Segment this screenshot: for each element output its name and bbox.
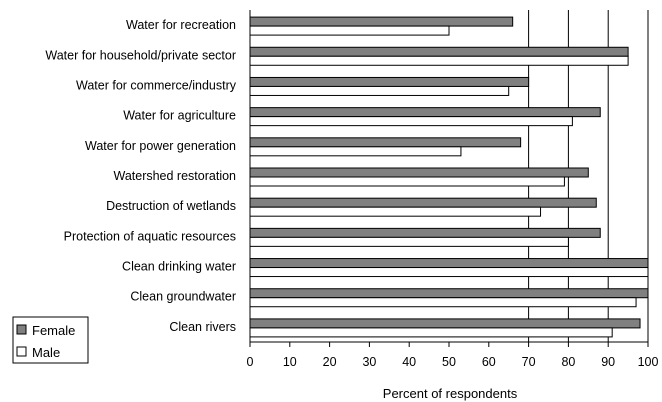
x-tick-label-60: 60 — [482, 355, 496, 369]
bar-female-2 — [249, 76, 530, 87]
bar-female-6 — [249, 197, 597, 208]
x-tick-label-90: 90 — [601, 355, 615, 369]
bar-female-5 — [249, 167, 589, 178]
x-axis — [249, 10, 649, 347]
x-tick-label-0: 0 — [247, 355, 254, 369]
category-label-4: Water for power generation — [85, 139, 236, 153]
bar-female-8 — [249, 258, 649, 269]
category-label-10: Clean rivers — [169, 320, 236, 334]
x-tick-label-10: 10 — [283, 355, 297, 369]
category-label-6: Destruction of wetlands — [106, 199, 236, 213]
legend: Female Male — [12, 316, 89, 364]
bar-male-0 — [249, 25, 450, 36]
x-tick-label-80: 80 — [561, 355, 575, 369]
legend-swatch-female — [16, 324, 27, 335]
category-label-5: Watershed restoration — [113, 169, 236, 183]
bar-male-5 — [249, 176, 565, 187]
bar-male-8 — [249, 267, 649, 278]
category-label-1: Water for household/private sector — [45, 48, 236, 62]
x-tick-label-50: 50 — [442, 355, 456, 369]
category-label-9: Clean groundwater — [130, 290, 236, 304]
x-tick-label-70: 70 — [522, 355, 536, 369]
x-tick-label-100: 100 — [638, 355, 659, 369]
bar-female-7 — [249, 227, 601, 238]
bar-male-3 — [249, 116, 573, 127]
category-labels: Water for recreation Water for household/… — [45, 18, 236, 334]
bars — [249, 16, 649, 338]
bar-female-9 — [249, 288, 649, 299]
bar-female-1 — [249, 46, 629, 57]
bar-male-2 — [249, 85, 510, 96]
category-label-3: Water for agriculture — [123, 109, 236, 123]
x-tick-label-40: 40 — [402, 355, 416, 369]
category-label-8: Clean drinking water — [122, 260, 236, 274]
legend-swatch-male — [16, 346, 27, 357]
category-label-0: Water for recreation — [126, 18, 236, 32]
bar-male-7 — [249, 236, 569, 247]
bar-male-10 — [249, 327, 613, 338]
bar-male-9 — [249, 297, 637, 308]
x-tick-label-20: 20 — [323, 355, 337, 369]
bar-female-3 — [249, 107, 601, 118]
x-axis-title: Percent of respondents — [383, 386, 518, 401]
bar-male-4 — [249, 146, 462, 157]
bar-male-6 — [249, 206, 542, 217]
category-label-2: Water for commerce/industry — [76, 78, 237, 92]
legend-label-female: Female — [32, 323, 75, 338]
category-label-7: Protection of aquatic resources — [64, 229, 236, 243]
x-tick-labels: 0 10 20 30 40 50 60 70 80 90 100 — [247, 355, 659, 369]
bar-female-4 — [249, 137, 522, 148]
x-tick-label-30: 30 — [362, 355, 376, 369]
legend-label-male: Male — [32, 345, 60, 360]
bar-male-1 — [249, 55, 629, 66]
bar-female-10 — [249, 318, 641, 329]
bar-female-0 — [249, 16, 514, 27]
